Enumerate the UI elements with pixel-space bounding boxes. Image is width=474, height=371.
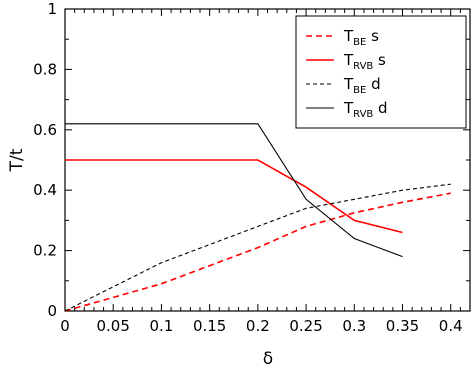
x-tick-label: 0.15 <box>193 317 226 335</box>
x-tick-label: 0.05 <box>97 317 130 335</box>
x-tick-label: 0.4 <box>439 317 463 335</box>
x-tick-label: 0.35 <box>386 317 419 335</box>
legend-label-sub: RVB <box>353 109 373 120</box>
x-tick-label: 0 <box>60 317 70 335</box>
series-line-be-s <box>64 192 451 312</box>
legend-label-sub: BE <box>353 37 366 48</box>
y-tick-label: 0.4 <box>33 181 57 199</box>
y-axis-title: T/t <box>7 148 27 172</box>
x-tick-label: 0.1 <box>149 317 173 335</box>
legend-label: TRVB s <box>343 51 386 72</box>
legend-label-suffix: s <box>373 51 386 69</box>
legend-box <box>295 15 467 129</box>
legend-label-suffix: d <box>373 99 387 117</box>
legend-label: TBE d <box>343 75 381 96</box>
legend-label-main: T <box>343 75 354 93</box>
legend-label-main: T <box>343 51 354 69</box>
legend-label-sub: BE <box>353 85 366 96</box>
legend-label-suffix: s <box>366 27 379 45</box>
series-layer <box>64 123 451 312</box>
y-tick-label: 0.8 <box>33 60 57 78</box>
y-tick-label: 0.2 <box>33 242 57 260</box>
x-tick-label: 0.3 <box>342 317 366 335</box>
x-tick-label: 0.2 <box>246 317 270 335</box>
tick-labels: 0 0.05 0.1 0.15 0.2 0.25 0.3 0.35 0.4 0 0.2 0.4 0.6 0… <box>33 0 463 335</box>
legend-label: TRVB d <box>343 99 388 120</box>
legend-label-main: T <box>343 99 354 117</box>
series-line-be-d <box>64 183 451 312</box>
x-axis-title: δ <box>263 349 273 369</box>
legend-label: TBE s <box>343 27 379 48</box>
legend-label-sub: RVB <box>353 61 373 72</box>
series-line-rvb-d <box>65 123 403 258</box>
x-tick-label: 0.25 <box>289 317 322 335</box>
y-tick-label: 0.6 <box>33 121 57 139</box>
series-line-rvb-s <box>65 159 403 234</box>
y-tick-label: 1 <box>47 0 57 18</box>
legend-label-suffix: d <box>366 75 380 93</box>
y-tick-label: 0 <box>47 302 57 320</box>
legend-label-main: T <box>343 27 354 45</box>
